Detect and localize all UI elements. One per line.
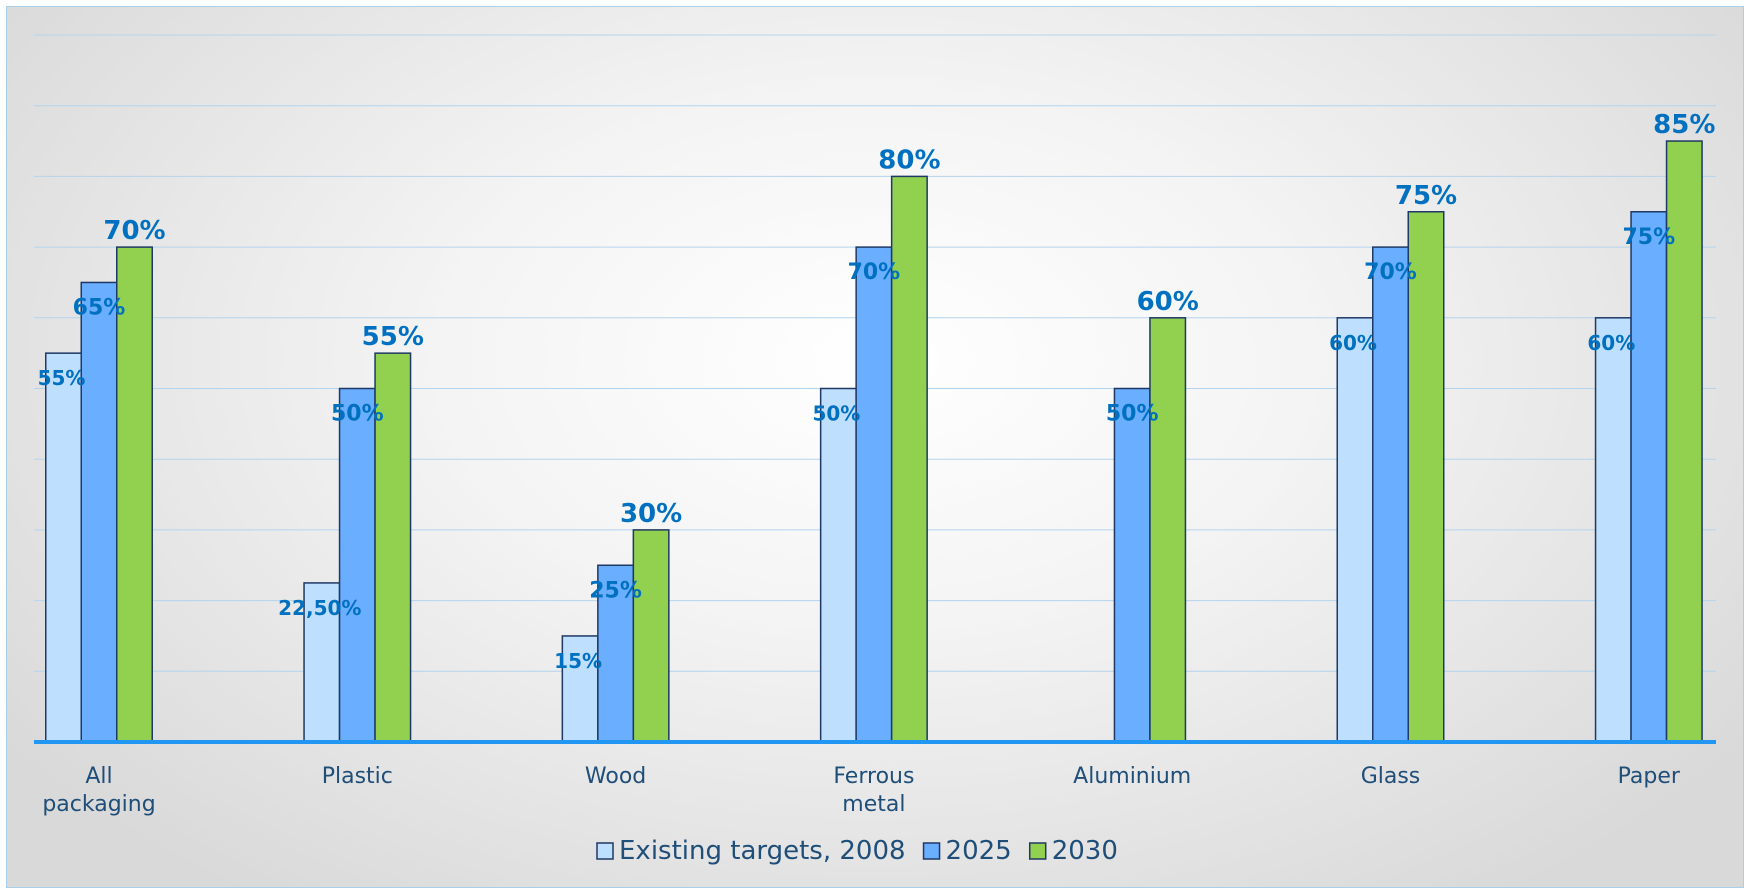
- bar: [1336, 317, 1374, 743]
- bar: [338, 387, 376, 743]
- data-label: 50%: [331, 402, 384, 427]
- data-label: 70%: [848, 260, 901, 285]
- data-label: 75%: [1622, 225, 1675, 250]
- bar: [1594, 317, 1632, 743]
- data-label: 55%: [38, 366, 86, 390]
- data-label: 60%: [1137, 287, 1199, 317]
- bar: [303, 582, 341, 743]
- legend-swatch: [922, 842, 941, 860]
- data-label: 60%: [1329, 331, 1377, 355]
- data-label: 65%: [73, 295, 126, 320]
- data-label: 70%: [103, 216, 165, 246]
- x-tick-label: Wood: [585, 764, 646, 789]
- bar: [116, 246, 153, 743]
- bar: [1407, 211, 1445, 743]
- data-label: 85%: [1653, 110, 1715, 140]
- x-tick-label: Glass: [1361, 764, 1421, 789]
- x-tick-label: Paper: [1618, 764, 1681, 789]
- data-label: 55%: [362, 322, 424, 352]
- x-tick-label: Plastic: [322, 764, 393, 789]
- bar: [632, 529, 670, 743]
- data-labels: 55% 65% 70% 22,50% 50% 55% 15% 25% 30% 50% 70% 80% 5…: [38, 110, 1716, 673]
- data-label: 22,50%: [278, 596, 361, 620]
- x-tick-label: All: [85, 764, 112, 789]
- legend-label: 2025: [946, 836, 1012, 866]
- legend: Existing targets, 2008 2025 2030: [596, 836, 1118, 866]
- data-label: 80%: [878, 145, 940, 175]
- legend-label: 2030: [1052, 836, 1118, 866]
- bar: [597, 564, 635, 743]
- bar: [561, 635, 599, 743]
- bar: [1113, 387, 1151, 743]
- x-axis: All packaging Plastic Wood Ferrous metal Alumi…: [34, 740, 1716, 817]
- x-tick-label: metal: [842, 792, 905, 817]
- x-tick-label: Aluminium: [1073, 764, 1191, 789]
- legend-label: Existing targets, 2008: [619, 836, 906, 866]
- legend-swatch: [596, 842, 614, 860]
- bar: [819, 387, 857, 743]
- data-label: 30%: [620, 499, 682, 529]
- bar: [80, 281, 118, 743]
- data-label: 50%: [812, 402, 860, 426]
- legend-swatch: [1028, 842, 1047, 860]
- bar: [1149, 317, 1187, 743]
- bar: [890, 175, 928, 743]
- data-label: 75%: [1395, 181, 1457, 211]
- bar: [1630, 211, 1668, 743]
- data-label: 60%: [1587, 331, 1635, 355]
- x-tick-label: Ferrous: [833, 764, 914, 789]
- data-label: 15%: [554, 649, 602, 673]
- data-label: 25%: [589, 578, 642, 603]
- bar: [45, 352, 82, 743]
- bars: [45, 140, 1703, 743]
- data-label: 50%: [1106, 402, 1159, 427]
- bar: [855, 246, 893, 743]
- bar: [1665, 140, 1703, 743]
- bar: [1372, 246, 1409, 743]
- data-label: 70%: [1364, 260, 1417, 285]
- x-tick-label: packaging: [42, 792, 155, 817]
